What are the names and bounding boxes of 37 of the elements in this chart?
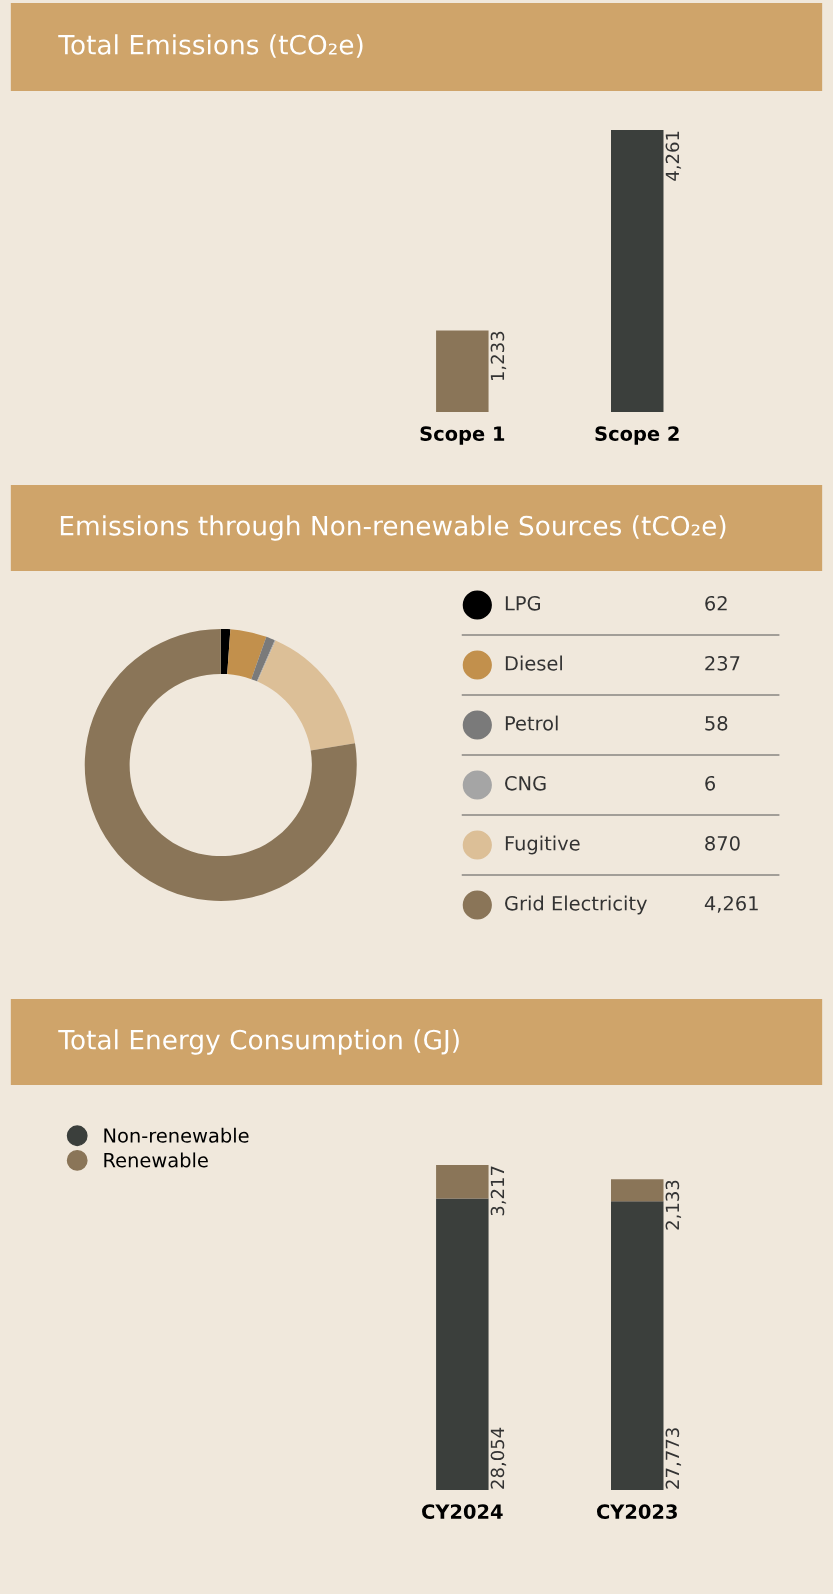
donut-slice	[251, 636, 275, 682]
legend-label: Diesel	[505, 655, 562, 671]
donut-slice	[84, 629, 357, 901]
data-label: 62	[705, 595, 727, 611]
data-label: 870	[705, 835, 740, 851]
legend-label: LPG	[505, 595, 540, 611]
data-label: 2,133	[665, 1180, 682, 1230]
x-tick-label: Scope 2	[595, 426, 679, 445]
data-label: 4,261	[665, 131, 682, 181]
data-label: 3,217	[490, 1166, 507, 1216]
legend-label: Grid Electricity	[505, 895, 647, 915]
chart-title: Total Energy Consumption (GJ)	[58, 1029, 459, 1055]
bar	[436, 1165, 489, 1199]
data-label: 27,773	[665, 1428, 682, 1489]
data-label: 28,054	[490, 1427, 507, 1489]
donut-slice	[257, 640, 355, 751]
bar	[611, 1201, 664, 1490]
legend-label: CNG	[505, 775, 546, 791]
x-tick-label: CY2023	[596, 1504, 677, 1519]
legend-label: Renewable	[104, 1152, 208, 1168]
legend-label: Fugitive	[505, 835, 580, 855]
data-label: 58	[705, 715, 728, 731]
data-label: 1,233	[490, 331, 507, 381]
data-label: 237	[705, 655, 740, 671]
x-tick-label: Scope 1	[420, 426, 505, 445]
chart-title: Emissions through Non-renewable Sources (tCO₂e)	[60, 515, 726, 541]
chart-title: Total Emissions (tCO₂e)	[58, 34, 363, 58]
donut-slice	[220, 629, 231, 675]
donut-slice	[227, 629, 267, 680]
bar	[436, 1198, 489, 1490]
bar	[611, 1179, 664, 1202]
x-tick-label: CY2024	[422, 1504, 503, 1519]
data-label: 4,261	[704, 895, 758, 913]
legend-label: Petrol	[505, 715, 558, 731]
donut-slice	[256, 640, 276, 682]
legend-label: Non-renewable	[104, 1127, 249, 1143]
data-label: 6	[705, 775, 716, 791]
